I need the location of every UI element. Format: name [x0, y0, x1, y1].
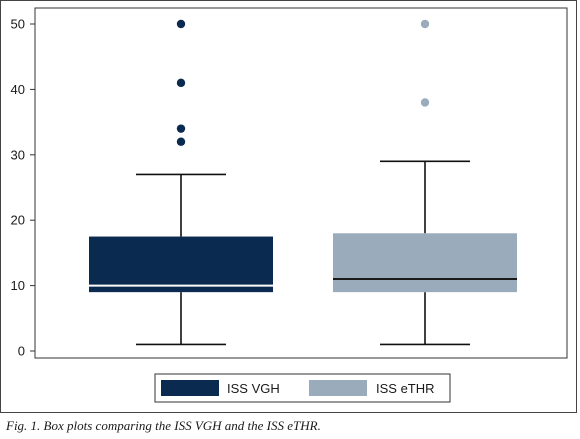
outlier-point-iss-vgh	[176, 19, 186, 29]
box-iss-vgh	[89, 236, 273, 293]
legend-swatch-iss-vgh	[161, 380, 219, 396]
legend-swatch-iss-ethr	[309, 380, 367, 396]
y-tick-label: 40	[11, 82, 25, 97]
y-tick-label: 50	[11, 17, 25, 32]
figure-caption: Fig. 1. Box plots comparing the ISS VGH …	[6, 418, 321, 433]
outlier-point-iss-ethr	[420, 98, 430, 107]
y-tick-label: 20	[11, 213, 25, 228]
plot-area	[34, 7, 568, 359]
outlier-point-iss-vgh	[176, 137, 186, 146]
y-tick-label: 30	[11, 147, 25, 162]
y-tick-label: 0	[18, 344, 25, 359]
legend-label-iss-vgh: ISS VGH	[227, 381, 280, 396]
outlier-point-iss-vgh	[176, 78, 186, 88]
outlier-point-iss-ethr	[420, 19, 430, 29]
outlier-point-iss-vgh	[176, 124, 186, 133]
box-iss-ethr	[333, 233, 517, 293]
legend-label-iss-ethr: ISS eTHR	[376, 381, 435, 396]
y-tick-label: 10	[11, 278, 25, 293]
figure-border	[0, 0, 577, 413]
